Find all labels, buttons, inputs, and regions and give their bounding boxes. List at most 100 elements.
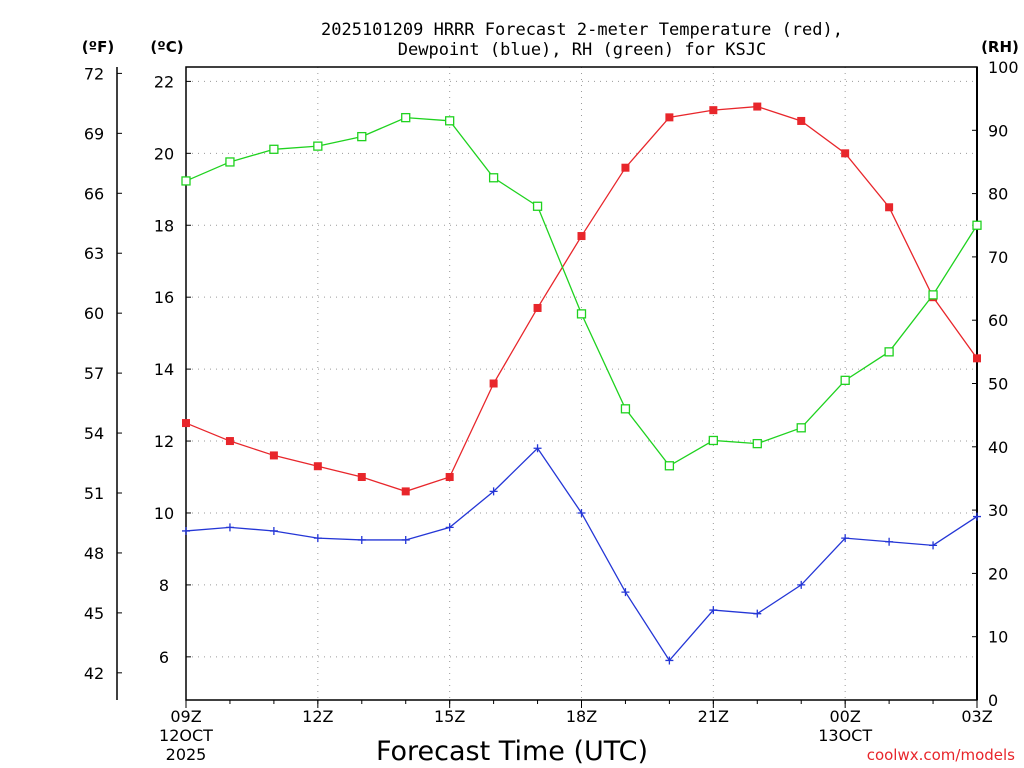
rh-point xyxy=(752,438,762,449)
x-axis-label: Forecast Time (UTC) xyxy=(376,736,648,767)
series-dewpoint xyxy=(182,444,981,665)
celsius-tick-label: 14 xyxy=(154,360,174,379)
rh-tick-label: 30 xyxy=(988,501,1008,520)
dewpoint-point xyxy=(665,656,674,665)
rh-point xyxy=(532,201,543,211)
celsius-tick-label: 22 xyxy=(154,72,174,91)
temperature-point xyxy=(621,163,630,172)
rh-point xyxy=(972,220,982,230)
celsius-tick-label: 8 xyxy=(159,576,169,595)
grid xyxy=(186,67,977,700)
dewpoint-point xyxy=(445,523,454,532)
temperature-point xyxy=(577,232,586,241)
rh-point xyxy=(225,157,235,167)
rh-point xyxy=(928,290,938,300)
rh-tick-label: 60 xyxy=(988,311,1008,330)
temperature-point xyxy=(753,102,762,111)
rh-point xyxy=(796,423,806,433)
fahrenheit-tick-label: 60 xyxy=(84,304,104,323)
series-layer xyxy=(181,102,982,665)
rh-tick-label: 80 xyxy=(988,185,1008,204)
x-tick-label: 15Z xyxy=(434,707,465,726)
rh-tick-label: 100 xyxy=(988,58,1019,77)
series-rh xyxy=(181,112,982,471)
temperature-point xyxy=(401,487,410,496)
rh-point xyxy=(884,347,894,357)
rh-point xyxy=(269,144,279,154)
dewpoint-point xyxy=(489,487,498,496)
celsius-tick-label: 12 xyxy=(154,432,174,451)
celsius-tick-label: 6 xyxy=(159,648,169,667)
fahrenheit-tick-label: 69 xyxy=(84,124,104,143)
rh-tick-label: 40 xyxy=(988,438,1008,457)
rh-point xyxy=(181,176,191,186)
x-tick-year-label: 2025 xyxy=(166,745,207,764)
fahrenheit-tick-label: 48 xyxy=(84,544,104,563)
dewpoint-line xyxy=(185,447,978,662)
temperature-point xyxy=(973,354,981,363)
rh-tick-label: 10 xyxy=(988,628,1008,647)
celsius-unit-label: (ºC) xyxy=(150,38,183,56)
temperature-point xyxy=(533,303,542,312)
rh-point xyxy=(313,141,323,151)
dewpoint-point xyxy=(709,606,718,615)
rh-point xyxy=(401,112,411,123)
celsius-tick-label: 20 xyxy=(154,144,174,163)
credit-label: coolwx.com/models xyxy=(867,746,1015,764)
rh-tick-label: 90 xyxy=(988,121,1008,140)
dewpoint-point xyxy=(885,537,894,546)
fahrenheit-tick-label: 45 xyxy=(84,604,104,623)
temperature-point xyxy=(357,473,366,482)
temperature-point xyxy=(489,379,498,388)
dewpoint-point xyxy=(577,508,586,517)
x-tick-label: 03Z xyxy=(961,707,992,726)
dewpoint-point xyxy=(797,580,806,589)
rh-point xyxy=(357,131,367,142)
rh-tick-label: 0 xyxy=(988,691,998,710)
dewpoint-point xyxy=(401,535,410,544)
temperature-point xyxy=(709,106,718,115)
x-tick-label: 21Z xyxy=(698,707,729,726)
dewpoint-point xyxy=(533,444,542,453)
rh-point xyxy=(488,173,499,183)
fahrenheit-tick-label: 57 xyxy=(84,364,104,383)
temperature-point xyxy=(797,116,806,125)
x-tick-label: 00Z xyxy=(830,707,861,726)
dewpoint-point xyxy=(841,534,850,543)
dewpoint-point xyxy=(621,588,630,597)
fahrenheit-unit-label: (ºF) xyxy=(82,38,114,56)
temperature-point xyxy=(313,462,322,471)
dewpoint-point xyxy=(269,526,278,535)
dewpoint-point xyxy=(313,534,322,543)
rh-point xyxy=(840,375,850,385)
rh-unit-label: (RH) xyxy=(981,38,1019,56)
fahrenheit-tick-label: 66 xyxy=(84,184,104,203)
x-tick-date-label: 12OCT xyxy=(159,726,213,745)
fahrenheit-tick-label: 42 xyxy=(84,664,104,683)
x-tick-label: 12Z xyxy=(302,707,333,726)
temperature-point xyxy=(269,451,278,460)
dewpoint-point xyxy=(929,541,938,550)
dewpoint-point xyxy=(225,523,234,532)
temperature-point xyxy=(841,149,850,158)
temperature-point xyxy=(885,203,894,212)
x-tick-label: 09Z xyxy=(170,707,201,726)
dewpoint-point xyxy=(753,609,762,618)
rh-point xyxy=(576,309,587,319)
celsius-tick-label: 10 xyxy=(154,504,174,523)
celsius-tick-label: 16 xyxy=(154,288,174,307)
rh-point xyxy=(620,404,631,414)
chart-title-line1: 2025101209 HRRR Forecast 2-meter Tempera… xyxy=(321,20,843,40)
celsius-tick-label: 18 xyxy=(154,216,174,235)
series-temperature xyxy=(182,102,981,496)
fahrenheit-tick-label: 51 xyxy=(84,484,104,503)
x-tick-label: 18Z xyxy=(566,707,597,726)
rh-point xyxy=(708,435,718,446)
dewpoint-point xyxy=(182,526,190,535)
rh-point xyxy=(664,461,675,471)
temperature-point xyxy=(225,437,234,446)
rh-point xyxy=(445,116,455,126)
x-tick-date-label: 13OCT xyxy=(818,726,872,745)
rh-tick-label: 20 xyxy=(988,564,1008,583)
rh-tick-label: 50 xyxy=(988,375,1008,394)
